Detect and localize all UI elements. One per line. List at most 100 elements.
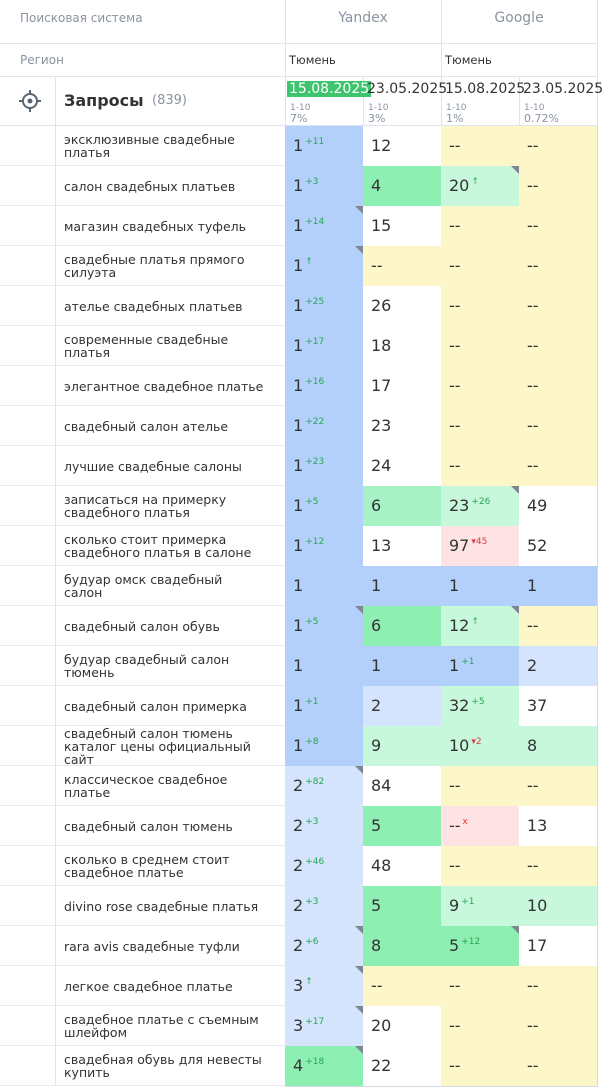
cell-marker[interactable] — [355, 206, 363, 214]
position-cell: 2 +82 — [285, 766, 364, 807]
query[interactable]: rara avis свадебные туфли — [64, 938, 240, 954]
position-value: 17 — [371, 376, 392, 395]
cell-marker[interactable] — [355, 246, 363, 254]
position: 26 — [371, 296, 391, 315]
position: 13 — [371, 536, 391, 555]
position-cell: 2 — [363, 686, 442, 727]
position: 6 — [371, 496, 381, 515]
target-icon[interactable] — [19, 90, 41, 112]
position-value: -- — [449, 256, 461, 275]
row-icon-cell — [0, 526, 56, 566]
position: 1 — [293, 656, 303, 675]
position-cell: -- — [519, 126, 598, 167]
position: 5 — [371, 816, 381, 835]
query[interactable]: сколько стоит примерка свадебного платья… — [64, 532, 252, 560]
position-value: 1 — [527, 576, 538, 595]
position-change: x — [462, 817, 468, 827]
cell-marker[interactable] — [511, 166, 519, 174]
position: -- x — [449, 816, 468, 835]
query[interactable]: свадебная обувь для невесты купить — [64, 1052, 262, 1080]
position-value: 1 — [293, 416, 304, 435]
position: 1 +5 — [293, 616, 318, 635]
row-icon-cell — [0, 366, 56, 406]
position-value: 1 — [293, 616, 304, 635]
query[interactable]: легкое свадебное платье — [64, 978, 233, 994]
position-value: 9 — [371, 736, 382, 755]
row-icon-cell — [0, 1006, 56, 1046]
query[interactable]: классическое свадебное платье — [64, 772, 228, 800]
query[interactable]: лучшие свадебные салоны — [64, 458, 242, 474]
query[interactable]: свадебный салон тюмень — [64, 818, 233, 834]
position-cell: -- — [441, 246, 520, 287]
query[interactable]: салон свадебных платьев — [64, 178, 236, 194]
position: -- — [449, 376, 461, 395]
position: 32 +5 — [449, 696, 485, 715]
range: 1-10 — [446, 103, 467, 113]
queries-label[interactable]: Запросы — [64, 91, 144, 110]
cell-marker[interactable] — [355, 1006, 363, 1014]
query[interactable]: элегантное свадебное платье — [64, 378, 264, 394]
query[interactable]: магазин свадебных туфель — [64, 218, 247, 234]
query[interactable]: свадебный салон обувь — [64, 618, 220, 634]
position: -- — [527, 256, 539, 275]
position: -- — [527, 1056, 539, 1075]
divider — [0, 125, 597, 126]
position-change: +17 — [305, 337, 325, 347]
position-cell: 1 +22 — [285, 406, 364, 447]
position-value: 6 — [371, 616, 382, 635]
query[interactable]: свадебный салон примерка — [64, 698, 247, 714]
query[interactable]: сколько в среднем стоит свадебное платье — [64, 852, 230, 880]
position: -- — [449, 1056, 461, 1075]
query[interactable]: современные свадебные платья — [64, 332, 229, 360]
position-change: +22 — [305, 417, 325, 427]
query[interactable]: эксклюзивные свадебные платья — [64, 132, 235, 160]
date[interactable]: 23.05.2025 — [367, 81, 448, 97]
date[interactable]: 15.08.2025 — [445, 81, 526, 97]
position: 5 — [371, 896, 381, 915]
position-change: +3 — [305, 817, 319, 827]
position-value: -- — [449, 136, 461, 155]
query[interactable]: свадебный салон ателье — [64, 418, 229, 434]
cell-marker[interactable] — [355, 606, 363, 614]
cell-marker[interactable] — [355, 926, 363, 934]
cell-marker[interactable] — [355, 1046, 363, 1054]
query[interactable]: ателье свадебных платьев — [64, 298, 243, 314]
position: 1 — [527, 576, 537, 595]
position: -- — [449, 256, 461, 275]
position: -- — [527, 856, 539, 875]
query[interactable]: свадебные платья прямого силуэта — [64, 252, 245, 280]
position: 4 — [371, 176, 381, 195]
position: 17 — [371, 376, 391, 395]
cell-marker[interactable] — [355, 766, 363, 774]
query[interactable]: свадебное платье с съемным шлейфом — [64, 1012, 259, 1040]
position-cell: 1 +3 — [285, 166, 364, 207]
query[interactable]: будуар омск свадебный салон — [64, 572, 223, 600]
cell-marker[interactable] — [511, 486, 519, 494]
position-value: 2 — [293, 856, 304, 875]
query[interactable]: записаться на примерку свадебного платья — [64, 492, 227, 520]
cell-marker[interactable] — [355, 966, 363, 974]
query[interactable]: divino rose свадебные платья — [64, 898, 259, 914]
divider — [441, 0, 442, 76]
query[interactable]: свадебный салон тюмень каталог цены офиц… — [64, 725, 251, 767]
position-value: -- — [449, 376, 461, 395]
position-cell: -- — [441, 1046, 520, 1087]
position-change: +12 — [305, 537, 325, 547]
position-value: 6 — [371, 496, 382, 515]
position-value: 2 — [293, 936, 304, 955]
position-cell: 24 — [363, 446, 442, 487]
position-cell: -- — [519, 166, 598, 207]
position: -- — [527, 136, 539, 155]
position-value: 49 — [527, 496, 548, 515]
date[interactable]: 23.05.2025 — [523, 81, 602, 97]
cell-marker[interactable] — [511, 926, 519, 934]
position-value: 2 — [527, 656, 538, 675]
query[interactable]: будуар свадебный салон тюмень — [64, 652, 230, 680]
date[interactable]: 15.08.2025 — [287, 81, 372, 97]
position-value: 1 — [449, 656, 460, 675]
cell-marker[interactable] — [511, 606, 519, 614]
position-cell: 37 — [519, 686, 598, 727]
position-cell: -- — [519, 766, 598, 807]
position-value: -- — [371, 256, 383, 275]
position-value: -- — [449, 336, 461, 355]
